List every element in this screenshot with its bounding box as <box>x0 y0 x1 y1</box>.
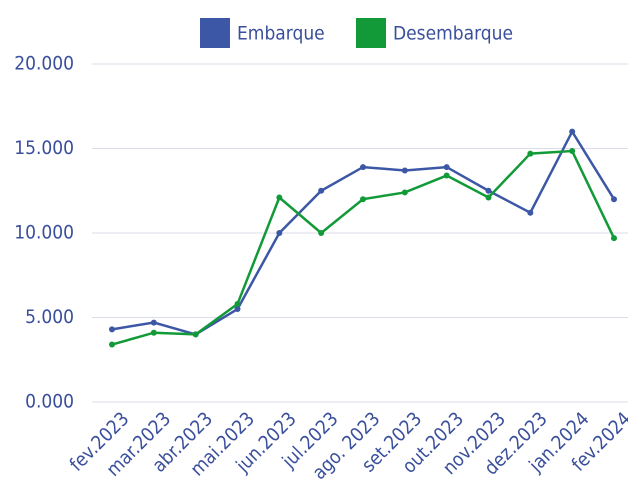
data-point <box>569 148 576 155</box>
data-point <box>360 164 366 171</box>
data-point <box>318 187 325 194</box>
legend-swatch <box>356 18 386 48</box>
data-point <box>109 341 115 348</box>
data-point <box>527 209 534 216</box>
data-point <box>527 150 534 157</box>
legend-label: Desembarque <box>393 23 513 45</box>
data-point <box>443 172 450 179</box>
data-point <box>318 230 325 236</box>
data-point <box>485 194 492 201</box>
y-tick-label: 10.000 <box>14 222 74 244</box>
data-point <box>485 187 492 194</box>
data-point <box>611 235 617 242</box>
y-tick-label: 0.000 <box>25 391 74 413</box>
y-tick-label: 20.000 <box>14 53 74 75</box>
data-point <box>150 319 157 326</box>
data-point <box>401 167 408 174</box>
y-tick-label: 5.000 <box>25 306 74 328</box>
data-point <box>234 300 241 307</box>
series-line <box>111 149 616 346</box>
data-point <box>360 196 366 203</box>
data-point <box>401 189 408 196</box>
legend-swatch <box>200 18 230 48</box>
y-tick-label: 15.000 <box>14 137 74 159</box>
data-point <box>192 331 199 338</box>
data-point <box>234 306 241 313</box>
data-point <box>109 326 115 333</box>
legend-label: Embarque <box>237 23 325 45</box>
data-point <box>443 164 450 171</box>
data-point <box>276 230 283 236</box>
data-point <box>276 194 283 201</box>
data-point <box>150 329 157 336</box>
data-point <box>611 196 617 203</box>
data-point <box>569 128 576 135</box>
